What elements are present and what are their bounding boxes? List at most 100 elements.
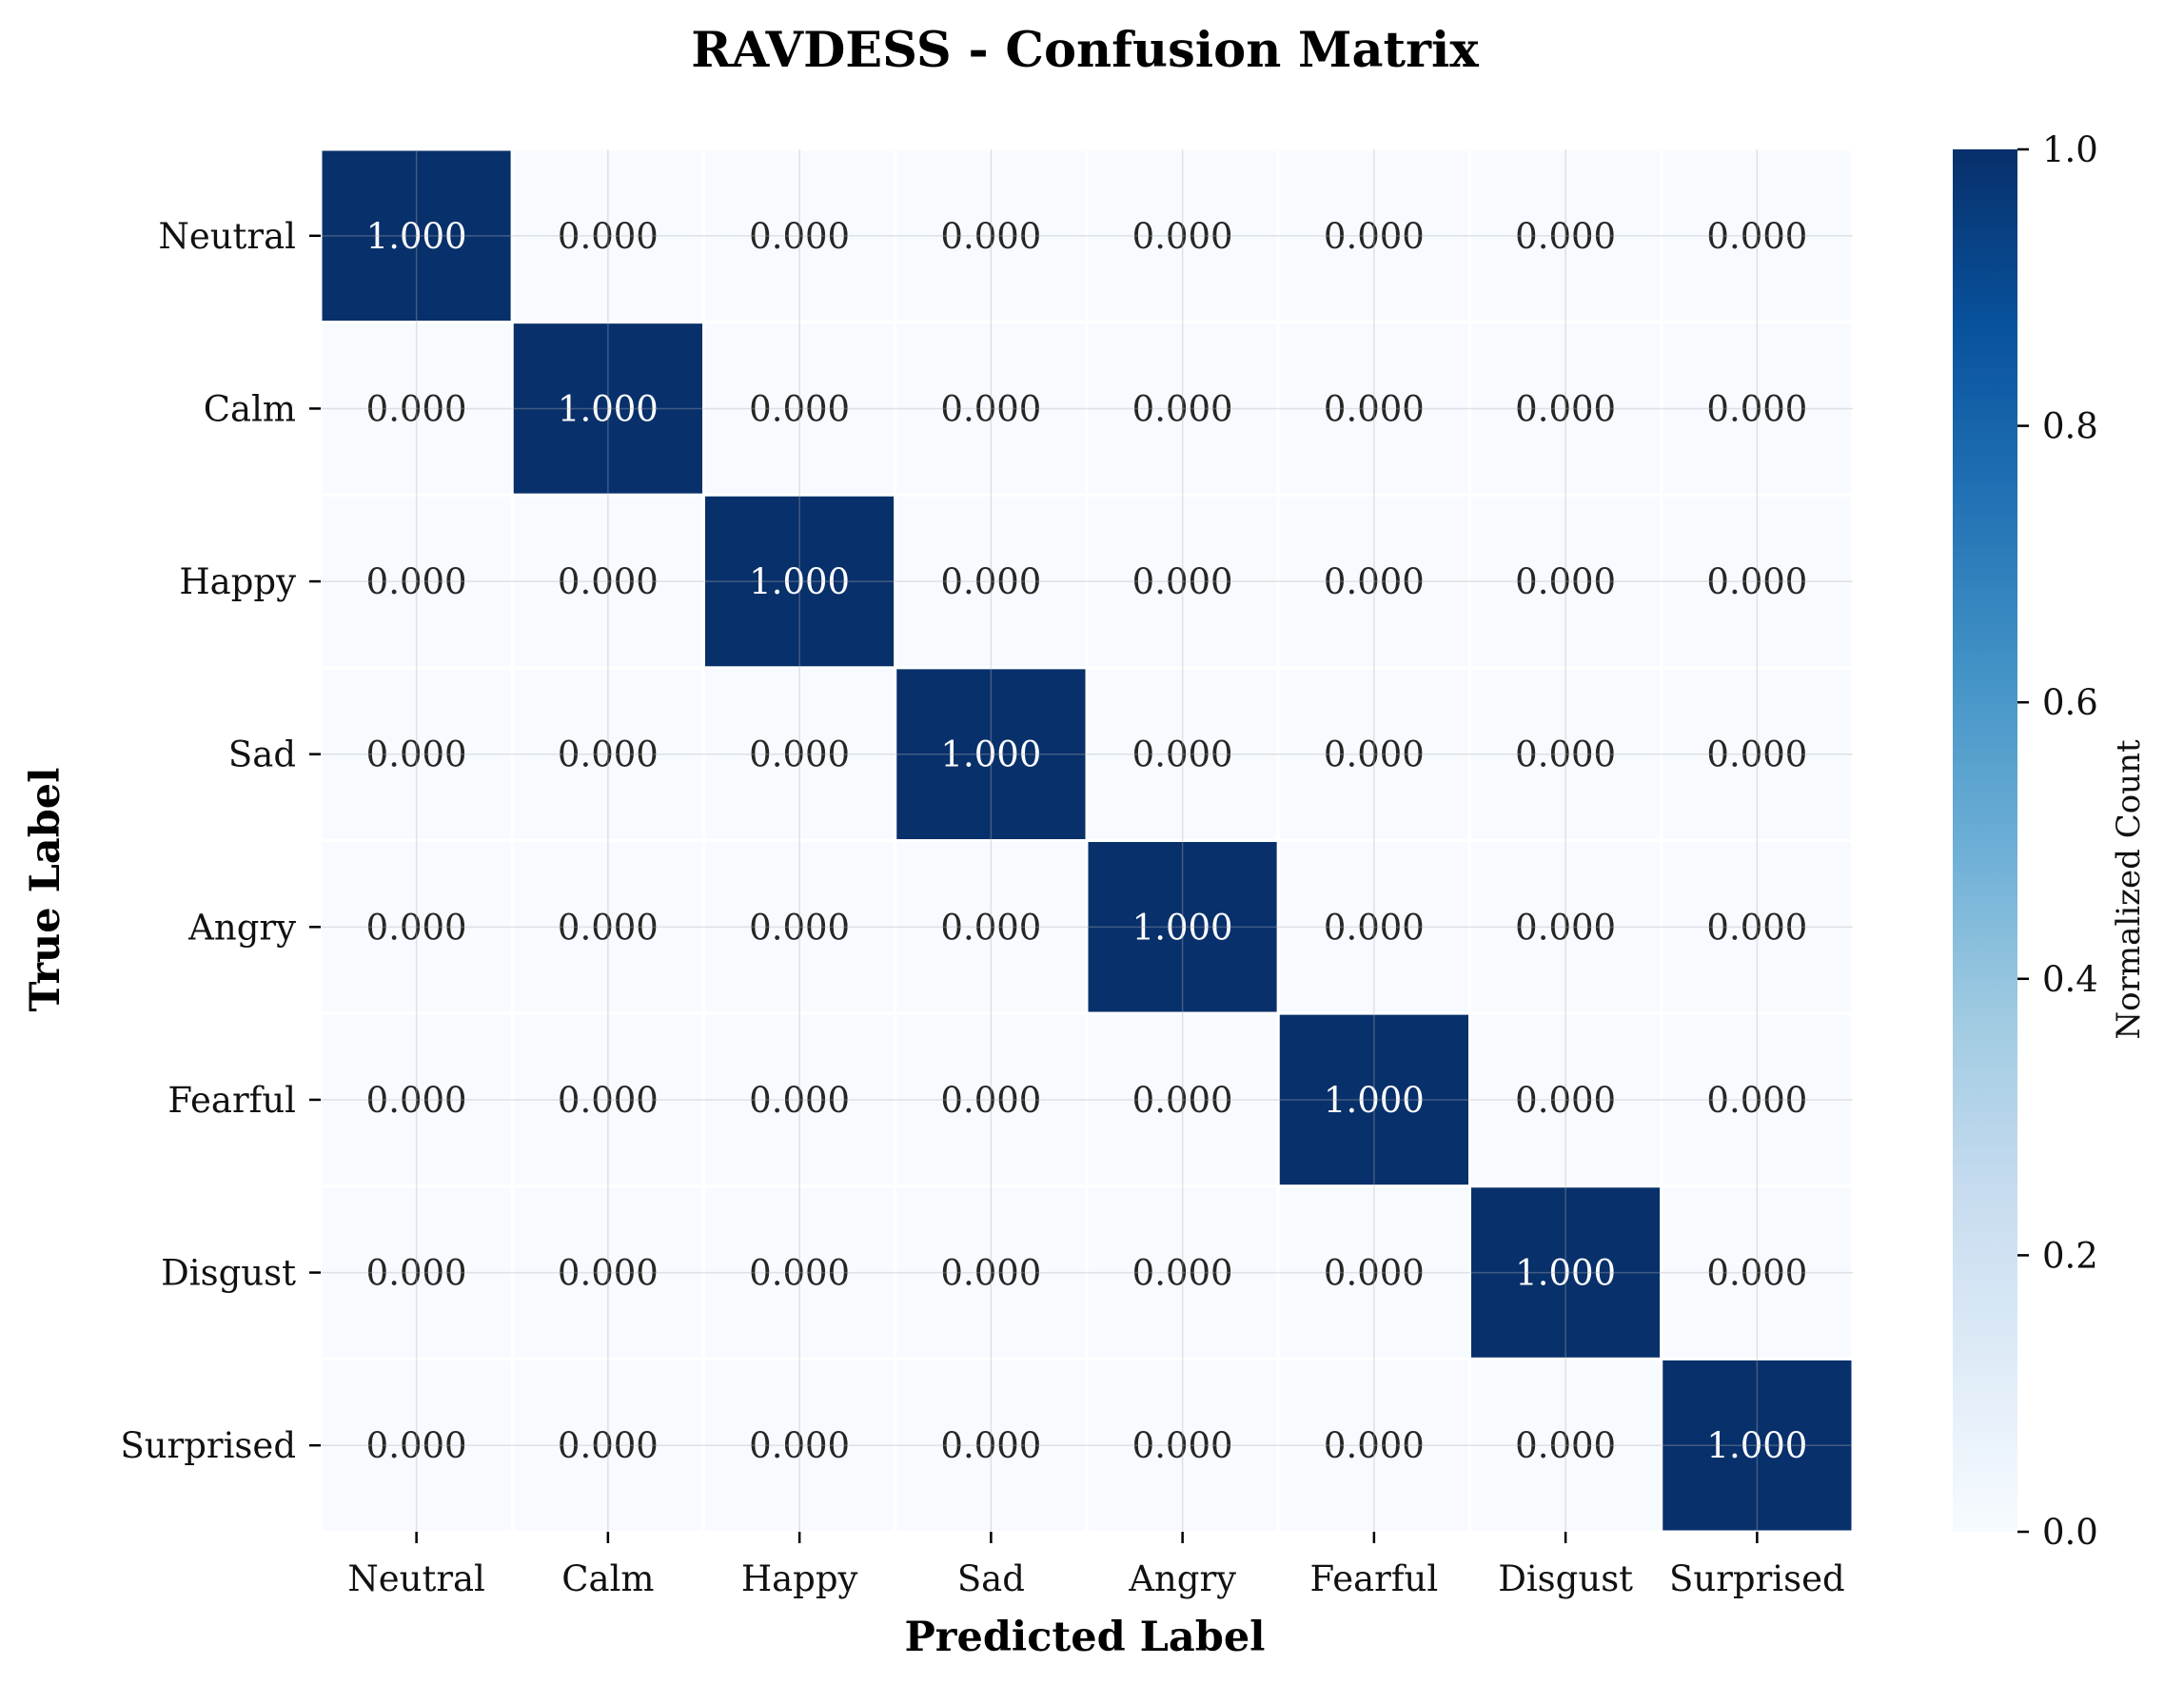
y-axis-label: True Label	[22, 768, 69, 1012]
cell-value-label: 0.000	[366, 1253, 467, 1294]
heatmap-cell	[510, 147, 705, 324]
cell-value-label: 0.000	[1132, 1080, 1233, 1121]
heatmap-cell	[510, 1357, 705, 1534]
x-tick-label: Surprised	[1669, 1558, 1845, 1599]
y-tick-label: Surprised	[120, 1425, 296, 1466]
y-tick-label: Happy	[179, 561, 296, 602]
heatmap-cell	[319, 1011, 514, 1188]
cell-value-label: 0.000	[1132, 216, 1233, 257]
heatmap-cell	[1276, 1011, 1471, 1188]
heatmap-cell	[1660, 321, 1855, 497]
colorbar-tick-label: 0.4	[2042, 959, 2098, 1000]
heatmap-cell	[319, 321, 514, 497]
heatmap-cell	[702, 839, 897, 1015]
heatmap-grid: 1.000 0.000 0.000 0.000 0.000 0.000 0.000 0.000…	[319, 147, 1855, 1534]
heatmap-cell	[1660, 666, 1855, 842]
heatmap-cell	[510, 1185, 705, 1361]
heatmap-cell	[702, 666, 897, 842]
cell-value-label: 0.000	[940, 216, 1041, 257]
x-tick-label: Fearful	[1310, 1558, 1439, 1599]
cell-value-label: 0.000	[366, 561, 467, 602]
cell-value-label: 0.000	[1706, 907, 1807, 948]
heatmap-cell	[1660, 493, 1855, 670]
cell-value-label: 0.000	[1706, 1253, 1807, 1294]
cell-value-label: 0.000	[1132, 388, 1233, 429]
heatmap-cell	[1660, 147, 1855, 324]
cell-value-label: 0.000	[1515, 907, 1616, 948]
cell-value-label: 0.000	[749, 216, 850, 257]
heatmap-cell	[1468, 1357, 1663, 1534]
cell-value-label: 0.000	[558, 1080, 659, 1121]
x-tick-label: Neutral	[347, 1558, 485, 1599]
cell-value-label: 0.000	[1706, 1080, 1807, 1121]
cell-value-label: 0.000	[366, 907, 467, 948]
y-tick-label: Angry	[187, 907, 296, 948]
colorbar-tick-label: 0.6	[2042, 682, 2098, 723]
y-tick-label: Calm	[204, 388, 296, 429]
heatmap-cell	[319, 839, 514, 1015]
cell-value-label: 0.000	[366, 734, 467, 775]
heatmap-cell	[1660, 839, 1855, 1015]
cell-value-label: 1.000	[558, 388, 659, 429]
cell-value-label: 0.000	[1515, 1425, 1616, 1466]
cell-value-label: 1.000	[940, 734, 1041, 775]
heatmap-cell	[510, 493, 705, 670]
heatmap-cell	[319, 493, 514, 670]
heatmap-cell	[894, 839, 1089, 1015]
cell-value-label: 0.000	[366, 1425, 467, 1466]
y-tick-label: Sad	[228, 734, 296, 775]
cell-value-label: 0.000	[1324, 388, 1425, 429]
x-tick-label: Sad	[957, 1558, 1025, 1599]
cell-value-label: 0.000	[749, 388, 850, 429]
heatmap-cell	[319, 147, 514, 324]
cell-value-label: 0.000	[749, 1253, 850, 1294]
colorbar: 0.0 0.2 0.4 0.6 0.8 1.0	[1953, 129, 2098, 1553]
heatmap-cell	[1468, 493, 1663, 670]
gridlines	[321, 149, 1853, 1532]
heatmap-cell	[1085, 1185, 1280, 1361]
y-tick-label: Neutral	[158, 216, 296, 257]
cell-value-label: 0.000	[940, 1253, 1041, 1294]
cell-value-label: 0.000	[1515, 216, 1616, 257]
cell-value-label: 0.000	[1706, 216, 1807, 257]
cell-value-label: 0.000	[749, 1425, 850, 1466]
cell-value-label: 0.000	[558, 734, 659, 775]
heatmap-cell	[894, 1185, 1089, 1361]
cell-value-label: 0.000	[940, 1425, 1041, 1466]
heatmap-cell	[1660, 1011, 1855, 1188]
cell-value-label: 0.000	[940, 907, 1041, 948]
cell-value-label: 0.000	[558, 907, 659, 948]
cell-value-label: 0.000	[558, 1253, 659, 1294]
cell-value-label: 1.000	[1515, 1253, 1616, 1294]
x-tick-label: Disgust	[1498, 1558, 1633, 1599]
colorbar-tick-label: 1.0	[2042, 129, 2098, 170]
cell-value-label: 0.000	[940, 561, 1041, 602]
y-axis-ticks: Neutral Calm Happy Sad Angry Fearful Disgust Su…	[120, 216, 321, 1466]
cell-value-label: 0.000	[1324, 561, 1425, 602]
cell-value-label: 0.000	[1132, 1425, 1233, 1466]
cell-value-label: 0.000	[749, 734, 850, 775]
heatmap-cell	[702, 493, 897, 670]
heatmap-cell	[1276, 839, 1471, 1015]
cell-value-label: 0.000	[558, 216, 659, 257]
x-tick-label: Angry	[1128, 1558, 1236, 1599]
colorbar-gradient	[1953, 149, 2017, 1532]
cell-value-label: 0.000	[1706, 734, 1807, 775]
cell-value-label: 0.000	[940, 1080, 1041, 1121]
heatmap-cell	[894, 666, 1089, 842]
cell-value-label: 0.000	[1515, 561, 1616, 602]
cell-value-label: 0.000	[1324, 734, 1425, 775]
cell-value-label: 0.000	[749, 1080, 850, 1121]
heatmap-cell	[1085, 839, 1280, 1015]
heatmap-cell	[1085, 321, 1280, 497]
y-tick-label: Disgust	[161, 1253, 296, 1294]
heatmap-cell	[702, 1357, 897, 1534]
heatmap-cell	[1468, 1011, 1663, 1188]
cell-value-label: 0.000	[1324, 907, 1425, 948]
heatmap-cell	[1085, 1011, 1280, 1188]
cell-value-label: 1.000	[1132, 907, 1233, 948]
cell-value-label: 0.000	[1132, 734, 1233, 775]
cell-value-label: 0.000	[366, 1080, 467, 1121]
cell-value-label: 1.000	[366, 216, 467, 257]
